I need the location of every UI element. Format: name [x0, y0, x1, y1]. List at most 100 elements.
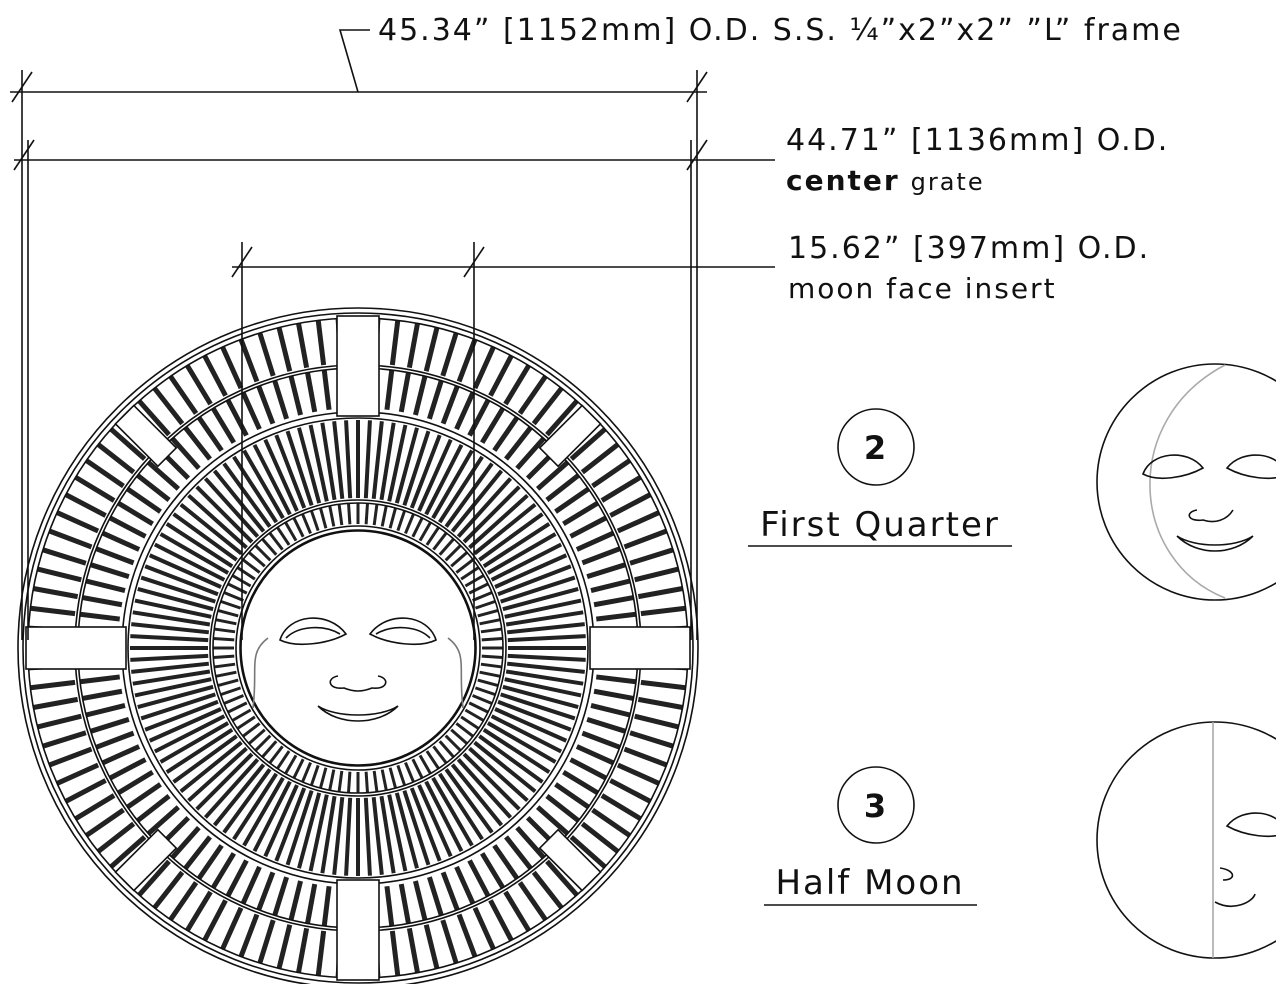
bar — [374, 504, 377, 525]
bar — [83, 598, 122, 605]
bar — [299, 323, 307, 367]
bar — [228, 584, 247, 593]
bar — [76, 795, 115, 818]
bar — [427, 751, 439, 768]
bar — [398, 511, 405, 531]
bar — [334, 797, 342, 875]
bar — [587, 565, 625, 577]
bar — [291, 881, 301, 920]
bar — [470, 861, 489, 896]
bar — [205, 759, 257, 817]
bar — [49, 531, 91, 547]
bar — [243, 867, 259, 903]
bar — [83, 691, 122, 698]
bar — [339, 771, 342, 792]
bar — [382, 770, 386, 791]
bar — [243, 393, 259, 429]
bar — [224, 769, 270, 832]
bar — [308, 884, 315, 923]
bar — [390, 768, 395, 788]
bar — [154, 388, 182, 423]
bar — [479, 736, 542, 782]
bar — [76, 477, 115, 500]
bar — [213, 639, 234, 640]
bar — [237, 717, 254, 729]
bar — [171, 883, 197, 920]
bar — [205, 479, 257, 537]
frame-block — [26, 627, 126, 669]
bar — [213, 656, 234, 657]
bar — [30, 682, 75, 687]
bar — [324, 370, 329, 410]
bar — [228, 703, 247, 712]
bar — [110, 518, 145, 537]
bar — [275, 381, 287, 419]
bar — [320, 768, 325, 788]
bar — [413, 518, 422, 537]
bar — [228, 400, 247, 435]
bar — [398, 765, 405, 785]
bar — [630, 733, 673, 746]
bar — [243, 723, 260, 736]
bar — [294, 759, 303, 778]
bar — [103, 533, 139, 549]
phase-number: 3 — [864, 787, 888, 825]
bar — [482, 656, 503, 657]
bar — [181, 742, 242, 791]
bar — [80, 614, 120, 619]
bar — [587, 719, 625, 731]
bar — [475, 908, 493, 949]
bar — [405, 763, 413, 782]
bar — [594, 598, 633, 605]
bar — [260, 920, 273, 963]
bar — [218, 680, 238, 685]
bar — [401, 884, 408, 923]
phase-name: First Quarter — [760, 505, 1000, 545]
phase-name: Half Moon — [775, 863, 964, 903]
bar — [443, 333, 456, 376]
bar — [241, 339, 257, 381]
bar — [630, 550, 673, 563]
bar — [130, 656, 208, 660]
bar — [187, 892, 210, 931]
bar — [277, 751, 289, 768]
bar — [215, 765, 264, 826]
phase-number: 2 — [864, 429, 888, 467]
drawing: 45.34” [1152mm] O.D. S.S. ¼”x2”x2” ”L” f… — [0, 0, 1276, 984]
bar — [43, 550, 86, 563]
bar — [593, 810, 630, 836]
bar — [582, 444, 617, 472]
bar — [602, 477, 641, 500]
bar — [197, 754, 252, 809]
bar — [482, 853, 503, 887]
bar — [181, 505, 242, 554]
bar — [374, 797, 382, 875]
bar — [420, 522, 431, 540]
bar — [259, 386, 273, 423]
bar — [433, 533, 446, 550]
bar — [174, 514, 237, 560]
bar — [409, 928, 417, 972]
bar — [216, 620, 237, 624]
bar — [443, 872, 457, 909]
bar — [213, 408, 234, 442]
bar — [482, 639, 503, 640]
bar — [473, 695, 492, 703]
note: grate — [911, 168, 985, 196]
bar — [405, 514, 413, 533]
bar — [339, 504, 342, 525]
bar — [387, 886, 392, 926]
bar — [469, 584, 488, 593]
bar — [427, 527, 439, 544]
bar — [303, 763, 311, 782]
bar — [473, 593, 492, 601]
bar — [259, 872, 273, 909]
bar — [243, 560, 260, 573]
bar — [374, 421, 382, 499]
bar — [641, 682, 686, 687]
bar — [291, 376, 301, 415]
bar — [197, 487, 252, 542]
bar — [635, 716, 679, 727]
bar — [443, 386, 457, 423]
bar — [456, 723, 473, 736]
